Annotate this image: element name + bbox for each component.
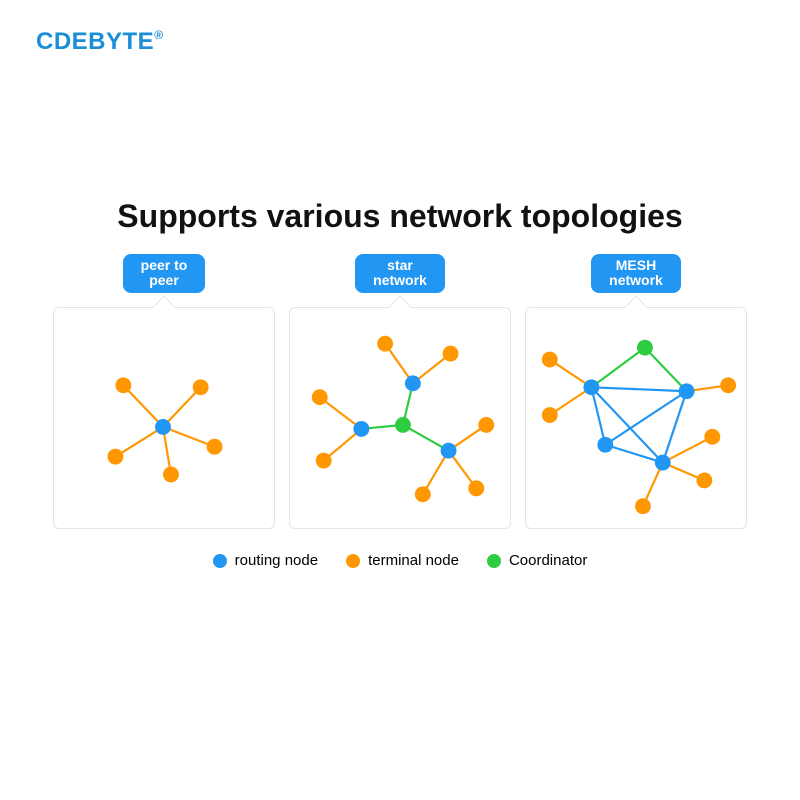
- panel-tag: star network: [355, 254, 445, 293]
- graph-edge: [605, 391, 686, 445]
- graph-node-terminal: [542, 407, 558, 423]
- graph-node-terminal: [415, 486, 431, 502]
- panel-card: [289, 307, 511, 529]
- graph-edge: [645, 347, 687, 391]
- panel-tag: MESH network: [591, 254, 681, 293]
- panel-mesh-network: MESH network: [525, 254, 747, 529]
- panel-card: [525, 307, 747, 529]
- topology-graph: [526, 308, 746, 528]
- brand-registered: ®: [154, 28, 163, 42]
- graph-node-terminal: [163, 466, 179, 482]
- graph-node-routing: [405, 375, 421, 391]
- brand-logo: CDEBYTE®: [36, 28, 164, 56]
- topology-graph: [54, 308, 274, 528]
- panel-tag: peer to peer: [123, 254, 206, 293]
- topology-panels: peer to peer star network MESH network: [53, 254, 747, 529]
- graph-node-terminal: [115, 377, 131, 393]
- legend-swatch: [213, 554, 227, 568]
- graph-node-routing: [583, 379, 599, 395]
- legend-swatch: [346, 554, 360, 568]
- graph-node-routing: [353, 421, 369, 437]
- panel-card: [53, 307, 275, 529]
- panel-star-network: star network: [289, 254, 511, 529]
- legend: routing node terminal node Coordinator: [0, 552, 800, 569]
- graph-edge: [115, 427, 163, 457]
- graph-node-terminal: [704, 429, 720, 445]
- graph-node-routing: [655, 454, 671, 470]
- graph-edge: [163, 427, 215, 447]
- graph-node-terminal: [542, 351, 558, 367]
- graph-node-terminal: [720, 377, 736, 393]
- graph-node-routing: [155, 419, 171, 435]
- headline: Supports various network topologies: [0, 198, 800, 235]
- graph-edge: [591, 387, 686, 391]
- legend-item: routing node: [213, 552, 318, 569]
- brand-text: CDEBYTE: [36, 28, 154, 55]
- topology-graph: [290, 308, 510, 528]
- graph-node-terminal: [193, 379, 209, 395]
- graph-node-terminal: [108, 449, 124, 465]
- legend-item: terminal node: [346, 552, 459, 569]
- legend-item: Coordinator: [487, 552, 587, 569]
- graph-edge: [163, 387, 201, 427]
- graph-node-coordinator: [395, 417, 411, 433]
- legend-label: routing node: [235, 552, 318, 569]
- panel-peer-to-peer: peer to peer: [53, 254, 275, 529]
- graph-node-terminal: [468, 480, 484, 496]
- graph-node-terminal: [377, 336, 393, 352]
- graph-edge: [123, 385, 163, 427]
- legend-label: terminal node: [368, 552, 459, 569]
- graph-node-routing: [597, 437, 613, 453]
- graph-node-terminal: [316, 452, 332, 468]
- legend-swatch: [487, 554, 501, 568]
- graph-node-routing: [441, 443, 457, 459]
- legend-label: Coordinator: [509, 552, 587, 569]
- graph-node-routing: [679, 383, 695, 399]
- graph-node-terminal: [443, 345, 459, 361]
- graph-node-terminal: [207, 439, 223, 455]
- graph-node-coordinator: [637, 339, 653, 355]
- graph-node-terminal: [478, 417, 494, 433]
- graph-node-terminal: [696, 472, 712, 488]
- graph-edge: [591, 347, 645, 387]
- graph-node-terminal: [312, 389, 328, 405]
- graph-node-terminal: [635, 498, 651, 514]
